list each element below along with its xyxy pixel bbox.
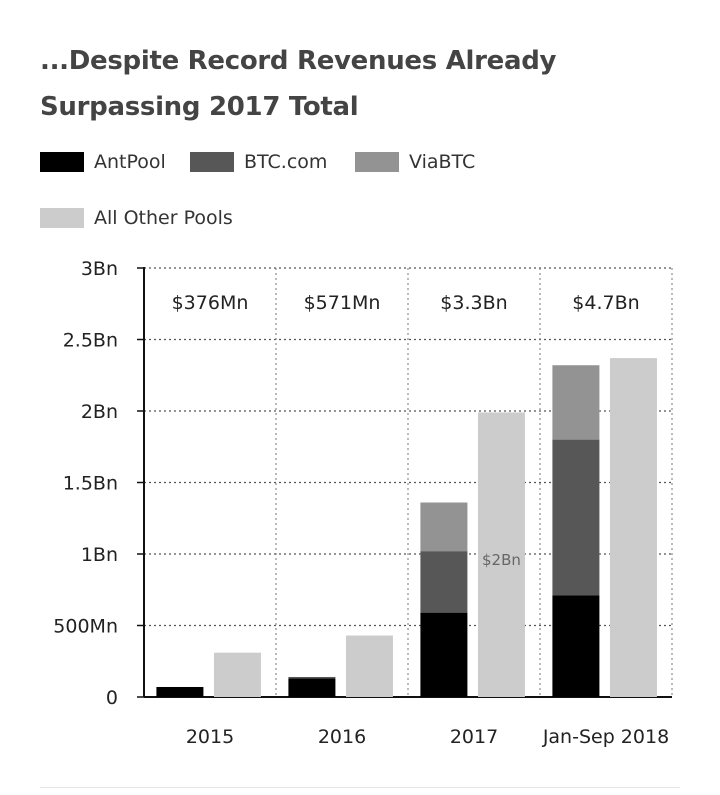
total-label-2015: $376Mn	[172, 292, 249, 314]
bar-antpool-2015	[156, 686, 204, 697]
x-tick-label-2017: 2017	[450, 726, 498, 748]
bar-antpool-2016	[288, 678, 336, 697]
legend-item-antpool: AntPool	[40, 150, 166, 174]
bar-all-other-pools-jan-sep-2018	[609, 358, 657, 697]
bar-antpool-2017	[420, 612, 468, 697]
legend-item-all-other-pools: All Other Pools	[40, 206, 233, 230]
y-tick-label-2: 1Bn	[81, 544, 118, 566]
bottom-divider	[40, 787, 680, 788]
total-label-jan-sep-2018: $4.7Bn	[572, 292, 639, 314]
total-label-2017: $3.3Bn	[440, 292, 507, 314]
legend-swatch-antpool	[40, 152, 84, 172]
bar-antpool-jan-sep-2018	[552, 595, 600, 697]
x-tick-label-2015: 2015	[186, 726, 234, 748]
legend-label-all-other-pools: All Other Pools	[94, 207, 233, 229]
legend-label-antpool: AntPool	[94, 151, 166, 173]
y-tick-label-1: 500Mn	[53, 616, 118, 638]
y-tick-label-3: 1.5Bn	[63, 473, 118, 495]
annotation-0: $2Bn	[482, 551, 521, 569]
bar-btc-com-jan-sep-2018	[552, 439, 600, 596]
bar-all-other-pools-2017	[477, 412, 525, 697]
bar-all-other-pools-2016	[345, 635, 393, 697]
legend-swatch-btccom	[190, 152, 234, 172]
bar-viabtc-jan-sep-2018	[552, 365, 600, 440]
legend-swatch-all-other-pools	[40, 208, 84, 228]
total-label-2016: $571Mn	[304, 292, 381, 314]
legend-swatch-viabtc	[355, 152, 399, 172]
x-tick-label-jan-sep-2018: Jan-Sep 2018	[542, 726, 669, 748]
bar-viabtc-2017	[420, 502, 468, 552]
bar-all-other-pools-2015	[213, 652, 261, 697]
x-tick-label-2016: 2016	[318, 726, 366, 748]
legend-label-btccom: BTC.com	[244, 151, 328, 173]
y-tick-label-4: 2Bn	[81, 401, 118, 423]
y-tick-label-5: 2.5Bn	[63, 330, 118, 352]
y-tick-label-6: 3Bn	[81, 258, 118, 280]
chart-title: ...Despite Record Revenues Already Surpa…	[40, 46, 557, 122]
legend-item-btccom: BTC.com	[190, 150, 327, 174]
legend-item-viabtc: ViaBTC	[355, 150, 475, 174]
legend-label-viabtc: ViaBTC	[409, 151, 476, 173]
bar-btc-com-2017	[420, 551, 468, 613]
bar-btc-com-2016	[288, 676, 336, 679]
y-tick-label-0: 0	[106, 687, 118, 709]
